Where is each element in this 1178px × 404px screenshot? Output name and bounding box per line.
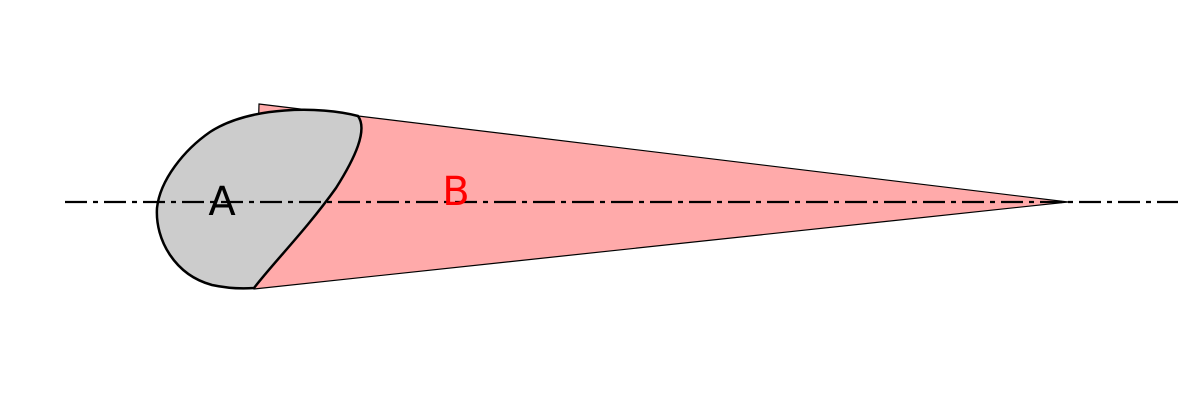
label-a: A [208, 179, 236, 225]
label-b: B [442, 169, 469, 215]
shape-region-a [155, 108, 363, 290]
wedge-region-b [253, 103, 1069, 290]
